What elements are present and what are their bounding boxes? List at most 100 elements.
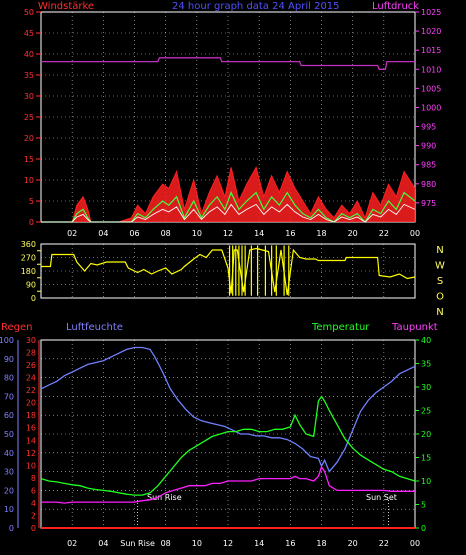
windstaerke-axis-label: Windstärke — [38, 1, 94, 12]
time-tick-label: 06 — [129, 229, 139, 238]
wind-tick-label: 50 — [24, 8, 34, 17]
sun-set-annotation: Sun Set — [366, 493, 397, 502]
pressure-tick-label: 980 — [421, 180, 436, 189]
wind-tick-label: 10 — [24, 176, 34, 185]
time-tick-label: 16 — [285, 539, 295, 548]
humidity-tick-label: 100 — [0, 336, 14, 345]
pressure-tick-label: 985 — [421, 161, 436, 170]
direction-tick-label: 360 — [21, 240, 36, 249]
wind-tick-label: 40 — [24, 50, 34, 59]
wind-gust-area — [41, 167, 415, 222]
wind-tick-label: 30 — [24, 92, 34, 101]
humidity-tick-label: 40 — [4, 449, 14, 458]
temperature-tick-label: 30 — [421, 383, 431, 392]
pressure-line — [41, 57, 415, 70]
time-tick-label: 04 — [98, 539, 108, 548]
sun-rise-annotation: Sun Rise — [147, 493, 182, 502]
rain-tick-label: 24 — [26, 374, 36, 383]
humidity-tick-label: 90 — [4, 355, 14, 364]
humidity-line — [40, 346, 416, 473]
humidity-tick-label: 20 — [4, 486, 14, 495]
time-tick-label: 08 — [161, 229, 171, 238]
pressure-tick-label: 1020 — [421, 27, 441, 36]
time-tick-label: 20 — [348, 539, 358, 548]
rain-tick-label: 8 — [31, 474, 36, 483]
time-tick-label: 00 — [410, 229, 420, 238]
wind-speed-line — [41, 203, 416, 223]
pressure-tick-label: 975 — [421, 199, 436, 208]
pressure-tick-label: 990 — [421, 142, 436, 151]
time-tick-label: 18 — [316, 539, 326, 548]
temperature-tick-label: 25 — [421, 407, 431, 416]
temperature-tick-label: 10 — [421, 477, 431, 486]
time-tick-label: 02 — [67, 539, 77, 548]
dewpoint-line — [41, 465, 415, 504]
rain-tick-label: 2 — [31, 511, 36, 520]
compass-label: N — [436, 245, 443, 256]
pressure-tick-label: 1015 — [421, 46, 441, 55]
time-tick-label: 22 — [379, 229, 389, 238]
wind-tick-label: 15 — [24, 155, 34, 164]
time-tick-label: 18 — [316, 229, 326, 238]
time-tick-label: 10 — [192, 539, 202, 548]
pressure-tick-label: 1010 — [421, 65, 441, 74]
compass-label: S — [437, 276, 443, 287]
time-tick-label: 14 — [254, 229, 264, 238]
wind-tick-label: 25 — [24, 113, 34, 122]
wind-direction-line — [41, 247, 416, 296]
rain-tick-label: 12 — [26, 449, 36, 458]
humidity-tick-label: 80 — [4, 374, 14, 383]
time-tick-label: 14 — [254, 539, 264, 548]
rain-tick-label: 0 — [31, 524, 36, 533]
wind-tick-label: 5 — [29, 197, 34, 206]
rain-tick-label: 22 — [26, 386, 36, 395]
humidity-tick-label: 0 — [9, 524, 14, 533]
temperature-tick-label: 35 — [421, 360, 431, 369]
direction-tick-label: 180 — [21, 267, 36, 276]
time-tick-label: 12 — [223, 539, 233, 548]
temperature-tick-label: 15 — [421, 454, 431, 463]
time-tick-label: 16 — [285, 229, 295, 238]
direction-tick-label: 0 — [31, 294, 36, 303]
time-tick-label: 00 — [410, 539, 420, 548]
compass-label: O — [436, 292, 444, 303]
pressure-tick-label: 995 — [421, 123, 436, 132]
wind-tick-label: 0 — [29, 218, 34, 227]
compass-label: W — [435, 261, 445, 272]
pressure-tick-label: 1000 — [421, 103, 441, 112]
humidity-tick-label: 50 — [4, 430, 14, 439]
time-tick-label: 22 — [379, 539, 389, 548]
temperature-line — [40, 395, 416, 496]
rain-tick-label: 20 — [26, 399, 36, 408]
direction-tick-label: 90 — [26, 281, 36, 290]
wind-tick-label: 20 — [24, 134, 34, 143]
time-tick-label: 10 — [192, 229, 202, 238]
luftdruck-axis-label: Luftdruck — [372, 1, 419, 12]
humidity-tick-label: 70 — [4, 392, 14, 401]
humidity-tick-label: 30 — [4, 468, 14, 477]
temperature-tick-label: 40 — [421, 336, 431, 345]
rain-tick-label: 16 — [26, 424, 36, 433]
time-tick-label: 08 — [161, 539, 171, 548]
rain-tick-label: 28 — [26, 349, 36, 358]
temperature-tick-label: 20 — [421, 430, 431, 439]
wind-tick-label: 45 — [24, 29, 34, 38]
humidity-tick-label: 10 — [4, 505, 14, 514]
pressure-tick-label: 1005 — [421, 84, 441, 93]
time-tick-label: 04 — [98, 229, 108, 238]
time-tick-label: Sun Rise — [120, 539, 155, 548]
temperature-tick-label: 0 — [421, 524, 426, 533]
rain-tick-label: 6 — [31, 486, 36, 495]
direction-tick-label: 270 — [21, 254, 36, 263]
temperature-tick-label: 5 — [421, 501, 426, 510]
wind-tick-label: 35 — [24, 71, 34, 80]
compass-label: N — [436, 307, 443, 318]
rain-tick-label: 4 — [31, 499, 36, 508]
pressure-tick-label: 1025 — [421, 8, 441, 17]
rain-tick-label: 26 — [26, 361, 36, 370]
wind-gust-line — [41, 166, 416, 223]
time-tick-label: 02 — [67, 229, 77, 238]
rain-tick-label: 10 — [26, 461, 36, 470]
rain-tick-label: 18 — [26, 411, 36, 420]
